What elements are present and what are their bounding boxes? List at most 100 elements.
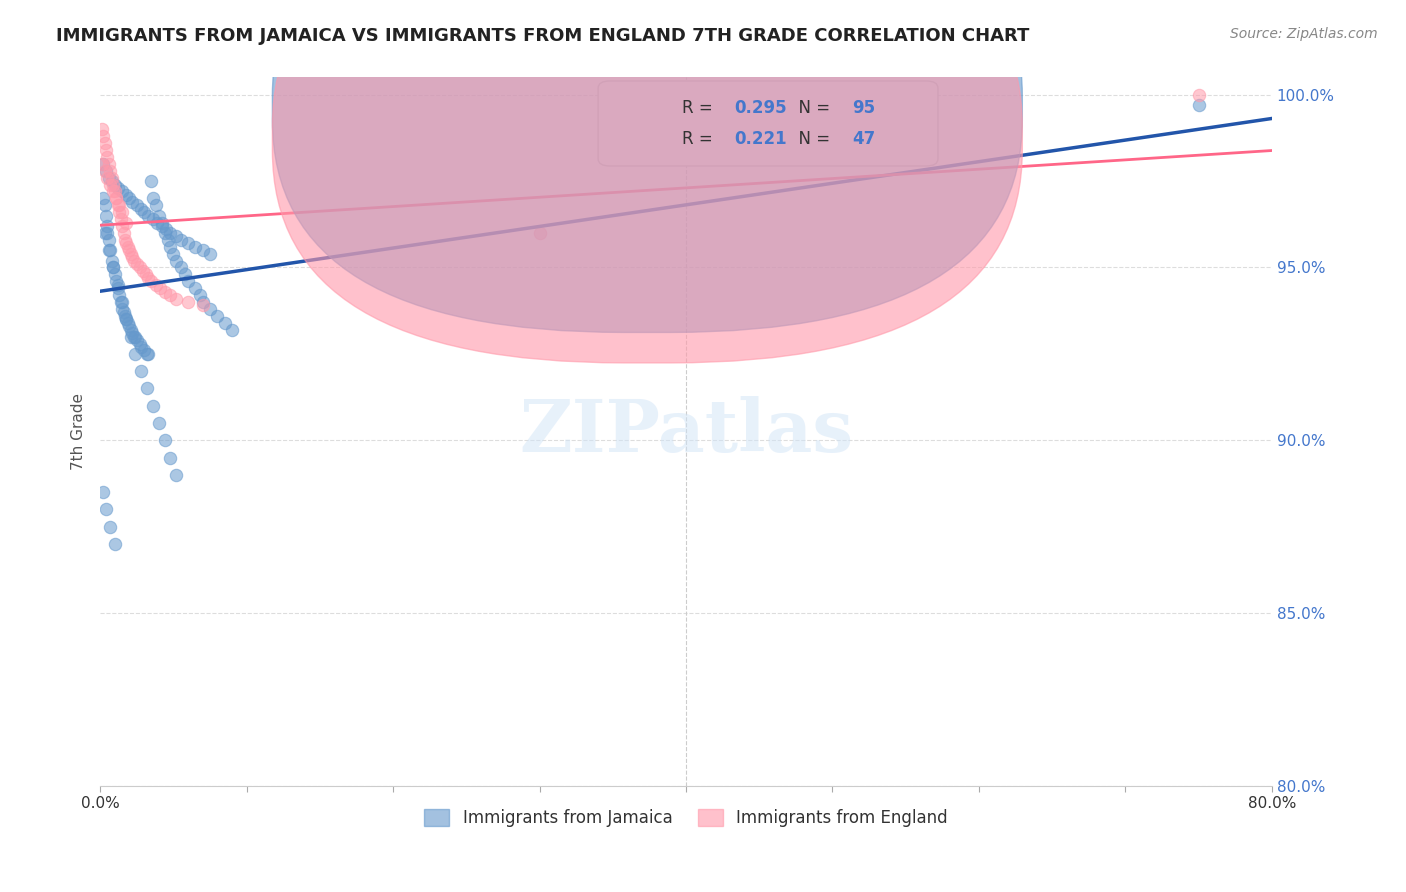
- Point: [103, 260, 125, 275]
- Point: [118, 191, 141, 205]
- Point: [118, 319, 141, 334]
- Point: [125, 257, 148, 271]
- Point: [131, 264, 153, 278]
- Text: R =: R =: [682, 99, 718, 117]
- Point: [136, 347, 159, 361]
- Text: N =: N =: [787, 99, 835, 117]
- Point: [162, 246, 184, 260]
- Point: [117, 316, 139, 330]
- Point: [148, 416, 170, 430]
- Point: [129, 364, 152, 378]
- Text: Source: ZipAtlas.com: Source: ZipAtlas.com: [1230, 27, 1378, 41]
- Point: [107, 181, 129, 195]
- Point: [165, 229, 187, 244]
- Point: [117, 240, 139, 254]
- Text: 47: 47: [852, 130, 876, 148]
- Point: [115, 312, 138, 326]
- Point: [177, 274, 200, 288]
- Point: [120, 329, 142, 343]
- Text: IMMIGRANTS FROM JAMAICA VS IMMIGRANTS FROM ENGLAND 7TH GRADE CORRELATION CHART: IMMIGRANTS FROM JAMAICA VS IMMIGRANTS FR…: [56, 27, 1029, 45]
- Point: [115, 236, 138, 251]
- Point: [90, 122, 112, 136]
- Point: [94, 209, 117, 223]
- Point: [101, 253, 124, 268]
- Point: [94, 502, 117, 516]
- Point: [141, 274, 163, 288]
- Text: N =: N =: [787, 130, 835, 148]
- Point: [128, 336, 150, 351]
- Point: [100, 244, 122, 258]
- Point: [115, 312, 138, 326]
- Point: [529, 226, 551, 240]
- FancyBboxPatch shape: [598, 81, 938, 166]
- Point: [177, 295, 200, 310]
- Point: [135, 268, 157, 282]
- Point: [207, 309, 229, 323]
- Point: [129, 202, 152, 216]
- Point: [111, 219, 134, 233]
- Point: [159, 288, 181, 302]
- Point: [184, 240, 207, 254]
- Point: [122, 329, 145, 343]
- Point: [100, 519, 122, 533]
- Point: [150, 216, 173, 230]
- Point: [132, 343, 155, 358]
- Point: [145, 198, 167, 212]
- Point: [125, 198, 148, 212]
- Point: [96, 170, 118, 185]
- Point: [153, 226, 176, 240]
- Point: [1188, 98, 1211, 112]
- Point: [159, 450, 181, 465]
- Point: [159, 240, 181, 254]
- Point: [156, 233, 179, 247]
- Point: [93, 226, 115, 240]
- Point: [170, 260, 193, 275]
- Point: [191, 298, 214, 312]
- Point: [111, 301, 134, 316]
- Point: [111, 205, 134, 219]
- Point: [177, 236, 200, 251]
- Point: [96, 219, 118, 233]
- Point: [184, 281, 207, 295]
- Point: [111, 295, 134, 310]
- Point: [111, 185, 134, 199]
- Point: [108, 288, 131, 302]
- Point: [93, 198, 115, 212]
- Point: [148, 209, 170, 223]
- Point: [1188, 87, 1211, 102]
- Point: [103, 178, 125, 192]
- Point: [91, 485, 114, 500]
- Point: [96, 150, 118, 164]
- Point: [142, 191, 165, 205]
- Point: [121, 194, 143, 209]
- Point: [100, 178, 122, 192]
- Point: [198, 301, 221, 316]
- Point: [114, 233, 136, 247]
- Point: [136, 381, 159, 395]
- Point: [93, 163, 115, 178]
- Point: [103, 260, 125, 275]
- Point: [97, 170, 120, 185]
- Point: [104, 537, 127, 551]
- Point: [149, 281, 172, 295]
- Point: [105, 274, 128, 288]
- Point: [112, 226, 135, 240]
- Point: [221, 323, 243, 337]
- Point: [107, 277, 129, 292]
- Point: [142, 212, 165, 227]
- Point: [104, 185, 127, 199]
- Point: [214, 316, 236, 330]
- Point: [103, 185, 125, 199]
- Text: 95: 95: [852, 99, 876, 117]
- Point: [165, 253, 187, 268]
- Point: [101, 170, 124, 185]
- FancyBboxPatch shape: [273, 0, 1022, 333]
- Point: [104, 178, 127, 192]
- Point: [188, 288, 211, 302]
- Point: [128, 260, 150, 275]
- Point: [101, 174, 124, 188]
- Point: [94, 143, 117, 157]
- Point: [91, 191, 114, 205]
- Point: [93, 136, 115, 150]
- Point: [96, 226, 118, 240]
